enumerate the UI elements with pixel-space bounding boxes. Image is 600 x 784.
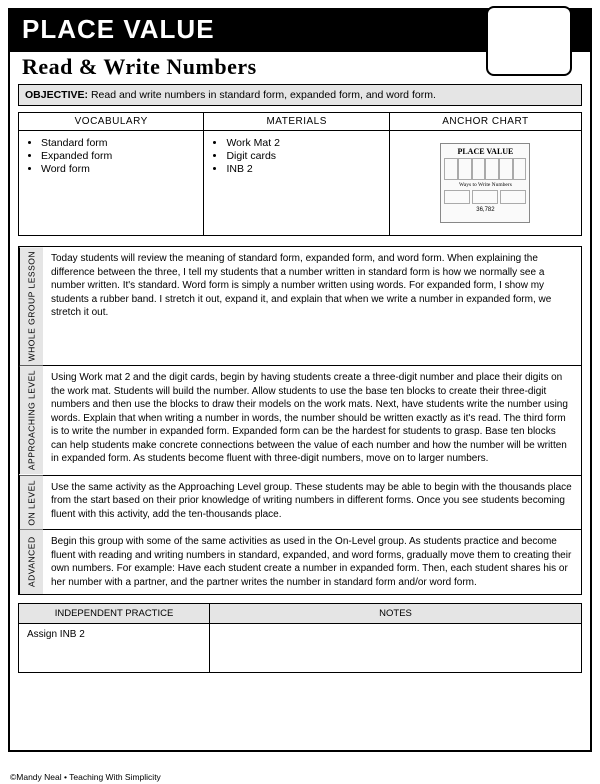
materials-item: Work Mat 2 [226,137,380,149]
lesson-number: 2 [488,33,570,61]
advanced-text: Begin this group with some of the same a… [43,530,581,594]
whole-group-label: WHOLE GROUP LESSON [19,247,43,365]
onlevel-row: ON LEVEL Use the same activity as the Ap… [19,476,581,531]
lesson-label: LESSON [488,12,570,33]
vocab-column: VOCABULARY Standard form Expanded form W… [19,113,204,235]
materials-item: INB 2 [226,163,380,175]
instruction-table: WHOLE GROUP LESSON Today students will r… [18,246,582,595]
practice-notes-body: Assign INB 2 [19,624,581,672]
objective-label: OBJECTIVE: [25,89,88,101]
whole-group-text: Today students will review the meaning o… [43,247,581,365]
onlevel-label: ON LEVEL [19,476,43,530]
anchor-subtitle: Ways to Write Numbers [444,182,526,188]
copyright-footer: ©Mandy Neal • Teaching With Simplicity [10,772,161,782]
notes-text [210,624,581,672]
notes-header: NOTES [210,604,581,623]
vocab-header: VOCABULARY [19,113,203,131]
whole-group-row: WHOLE GROUP LESSON Today students will r… [19,247,581,366]
materials-header: MATERIALS [204,113,388,131]
advanced-label: ADVANCED [19,530,43,594]
anchor-grid [444,158,526,180]
anchor-column: ANCHOR CHART PLACE VALUE Ways to Write N… [390,113,581,235]
anchor-title: PLACE VALUE [444,147,526,156]
materials-item: Digit cards [226,150,380,162]
lesson-page: PLACE VALUE LESSON 2 Read & Write Number… [8,8,592,752]
approaching-row: APPROACHING LEVEL Using Work mat 2 and t… [19,366,581,475]
vocab-item: Expanded form [41,150,195,162]
resources-table: VOCABULARY Standard form Expanded form W… [18,112,582,236]
vocab-item: Standard form [41,137,195,149]
vocab-item: Word form [41,163,195,175]
objective-text: Read and write numbers in standard form,… [91,89,436,101]
practice-notes-header: INDEPENDENT PRACTICE NOTES [19,604,581,624]
independent-practice-text: Assign INB 2 [19,624,210,672]
onlevel-text: Use the same activity as the Approaching… [43,476,581,530]
anchor-boxes [444,190,526,204]
objective-box: OBJECTIVE: Read and write numbers in sta… [18,84,582,106]
anchor-header: ANCHOR CHART [390,113,581,131]
anchor-number: 36,782 [444,207,526,213]
practice-notes-table: INDEPENDENT PRACTICE NOTES Assign INB 2 [18,603,582,673]
vocab-body: Standard form Expanded form Word form [19,131,203,226]
anchor-body: PLACE VALUE Ways to Write Numbers 36,782 [390,131,581,235]
approaching-label: APPROACHING LEVEL [19,366,43,474]
anchor-chart-thumbnail: PLACE VALUE Ways to Write Numbers 36,782 [440,143,530,223]
advanced-row: ADVANCED Begin this group with some of t… [19,530,581,594]
independent-practice-header: INDEPENDENT PRACTICE [19,604,210,623]
materials-column: MATERIALS Work Mat 2 Digit cards INB 2 [204,113,389,235]
materials-body: Work Mat 2 Digit cards INB 2 [204,131,388,226]
approaching-text: Using Work mat 2 and the digit cards, be… [43,366,581,474]
lesson-badge: LESSON 2 [486,6,572,76]
header-bar: PLACE VALUE LESSON 2 [10,10,590,52]
